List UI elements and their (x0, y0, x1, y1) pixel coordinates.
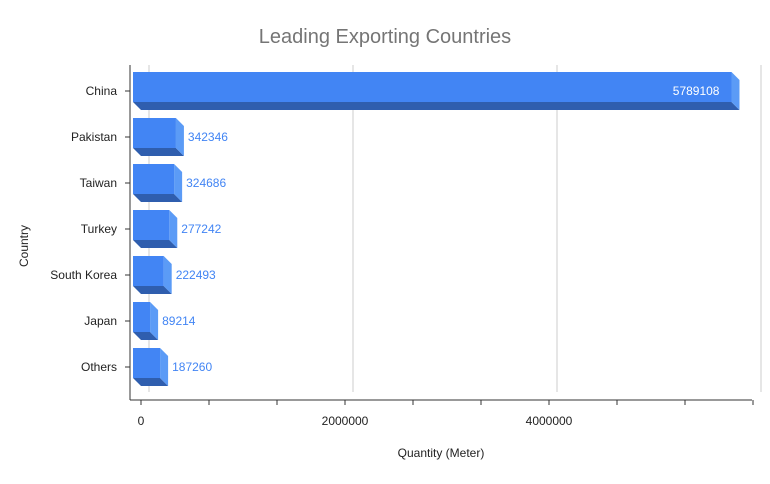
x-tick-label: 2000000 (322, 414, 369, 428)
axes (125, 65, 754, 405)
category-label: Pakistan (71, 130, 117, 144)
bar-front-face (133, 210, 170, 240)
x-axis-label: Quantity (Meter) (398, 446, 485, 460)
x-tick-labels: 0 2000000 4000000 (138, 414, 573, 428)
data-label: 5789108 (673, 84, 720, 98)
y-axis-label: Country (17, 225, 31, 267)
x-tick-label: 0 (138, 414, 145, 428)
bars (133, 72, 740, 386)
data-label: 187260 (172, 360, 212, 374)
bar (133, 302, 159, 340)
bar-side-face (175, 118, 184, 156)
data-label: 342346 (188, 130, 228, 144)
bar-side-face (174, 164, 183, 202)
bar-front-face (133, 348, 161, 378)
bar (133, 348, 169, 386)
bar-bottom-face (133, 332, 159, 340)
bar-bottom-face (133, 148, 184, 156)
bar-side-face (731, 72, 740, 110)
data-label: 277242 (181, 222, 221, 236)
data-label: 89214 (162, 314, 196, 328)
bar-bottom-face (133, 194, 183, 202)
data-label: 324686 (186, 176, 226, 190)
category-label: South Korea (50, 268, 117, 282)
bar-side-face (169, 210, 178, 248)
category-label: Japan (84, 314, 117, 328)
category-labels: China Pakistan Taiwan Turkey South Korea Japa… (50, 84, 117, 374)
bar-bottom-face (133, 378, 169, 386)
bar-side-face (163, 256, 172, 294)
data-labels: 5789108 342346 324686 277242 222493 89214 1872… (162, 84, 720, 374)
bar (133, 256, 172, 294)
bar-front-face (133, 118, 176, 148)
bar (133, 72, 740, 110)
bar (133, 210, 178, 248)
bar (133, 118, 184, 156)
data-label: 222493 (176, 268, 216, 282)
bar-bottom-face (133, 286, 172, 294)
bar-bottom-face (133, 102, 740, 110)
bar-front-face (133, 256, 164, 286)
category-label: Turkey (81, 222, 117, 236)
category-label: China (86, 84, 118, 98)
bar-front-face (133, 164, 175, 194)
gridlines (148, 65, 762, 392)
category-label: Taiwan (80, 176, 117, 190)
bar-side-face (150, 302, 159, 340)
bar-front-face (133, 72, 732, 102)
x-tick-label: 4000000 (526, 414, 573, 428)
chart-title: Leading Exporting Countries (259, 26, 511, 48)
category-label: Others (81, 360, 117, 374)
bar-bottom-face (133, 240, 178, 248)
bar-front-face (133, 302, 151, 332)
bar-side-face (160, 348, 169, 386)
bar (133, 164, 183, 202)
